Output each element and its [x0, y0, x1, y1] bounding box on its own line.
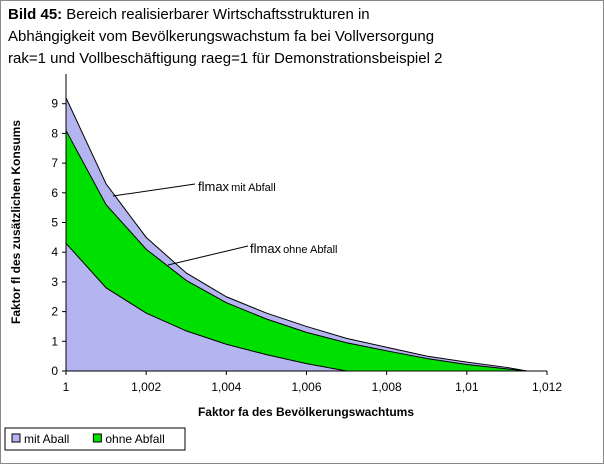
x-tick-label: 1 — [63, 380, 70, 394]
area — [65, 130, 528, 372]
legend-swatch — [92, 433, 102, 443]
annotation-small: mit Abfall — [231, 182, 276, 194]
y-axis-label: Faktor fl des zusätzlichen Konsums — [9, 120, 23, 324]
title-line: Abhängigkeit vom Bevölkerungswachstum fa… — [8, 28, 434, 45]
legend-swatch — [11, 433, 21, 443]
title-line: Bereich realisierbarer Wirtschaftsstrukt… — [66, 6, 369, 23]
annotation-line — [167, 245, 249, 266]
y-tick-label: 0 — [51, 364, 58, 378]
title-prefix: Bild 45: — [8, 6, 62, 23]
y-tick-label: 6 — [51, 186, 58, 200]
x-axis-label: Faktor fa des Bevölkerungswachtums — [198, 405, 414, 419]
y-tick-label: 8 — [51, 126, 58, 140]
y-tick-label: 4 — [51, 245, 58, 259]
y-tick-label: 2 — [51, 305, 58, 319]
x-tick-label: 1,012 — [532, 380, 562, 394]
x-tick-label: 1,01 — [455, 380, 479, 394]
x-tick-label: 1,004 — [211, 380, 241, 394]
legend-label: ohne Abfall — [105, 432, 164, 446]
annotation: flmax mit Abfall — [198, 179, 276, 194]
x-tick-label: 1,006 — [291, 380, 321, 394]
x-tick-label: 1,002 — [131, 380, 161, 394]
annotation-main: flmax — [198, 179, 230, 194]
x-tick-label: 1,008 — [372, 380, 402, 394]
annotation-main: flmax — [250, 241, 282, 256]
legend-label: mit Aball — [24, 432, 69, 446]
annotation: flmax ohne Abfall — [250, 241, 338, 256]
y-tick-label: 7 — [51, 156, 58, 170]
y-tick-label: 1 — [51, 334, 58, 348]
annotation-line — [112, 183, 196, 197]
y-tick-label: 5 — [51, 216, 58, 230]
title-line: rak=1 und Vollbeschäftigung raeg=1 für D… — [8, 50, 442, 67]
chart-title: Bild 45: Bereich realisierbarer Wirtschaf… — [8, 6, 370, 23]
y-tick-label: 3 — [51, 275, 58, 289]
annotation-small: ohne Abfall — [283, 244, 337, 256]
y-tick-label: 9 — [51, 97, 58, 111]
